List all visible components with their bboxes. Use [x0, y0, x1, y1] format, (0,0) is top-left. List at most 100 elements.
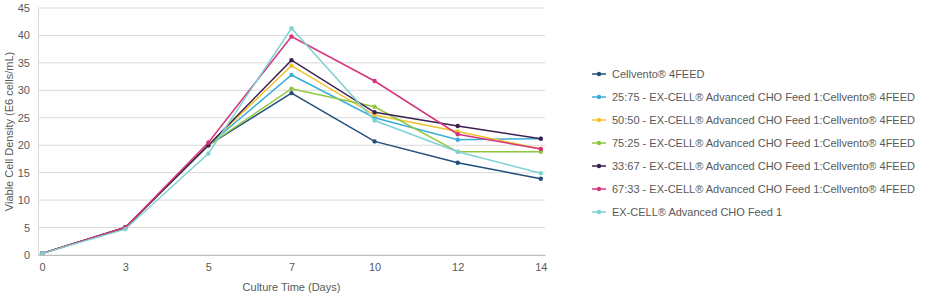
- legend-marker: [597, 210, 601, 214]
- x-tick: 7: [289, 255, 295, 273]
- y-tick: 15: [18, 167, 38, 179]
- y-tick: 0: [24, 249, 38, 261]
- series-marker: [372, 118, 376, 122]
- x-axis: 0 3 5 7 10 12 14: [39, 255, 548, 273]
- y-tick-label: 30: [18, 84, 30, 96]
- series-marker: [372, 105, 376, 109]
- series-line: [42, 37, 541, 254]
- series-marker: [289, 73, 293, 77]
- legend-item: 75:25 - EX-CELL® Advanced CHO Feed 1:Cel…: [592, 137, 915, 149]
- legend-marker: [597, 95, 601, 99]
- legend-marker: [597, 141, 601, 145]
- series-marker: [40, 251, 44, 255]
- series-line: [42, 93, 541, 253]
- x-tick: 3: [123, 255, 129, 273]
- series-marker: [372, 139, 376, 143]
- legend-label: 50:50 - EX-CELL® Advanced CHO Feed 1:Cel…: [612, 114, 915, 126]
- series-marker: [40, 251, 44, 255]
- grid-line: [38, 227, 545, 228]
- x-tick-label: 12: [452, 261, 464, 273]
- y-tick: 10: [18, 194, 38, 206]
- series-marker: [40, 251, 44, 255]
- y-tick: 35: [18, 57, 38, 69]
- series-line: [42, 28, 541, 253]
- series-marker: [289, 26, 293, 30]
- grid-line: [38, 172, 545, 173]
- x-tick-label: 14: [535, 261, 547, 273]
- y-axis: 0 5 10 15 20 25 30 35 40 45: [18, 2, 39, 261]
- series-marker: [40, 251, 44, 255]
- y-tick-label: 15: [18, 167, 30, 179]
- x-axis-title: Culture Time (Days): [243, 281, 341, 293]
- x-tick-label: 3: [123, 261, 129, 273]
- legend-item: 50:50 - EX-CELL® Advanced CHO Feed 1:Cel…: [592, 114, 915, 126]
- y-tick-label: 40: [18, 29, 30, 41]
- y-tick-label: 10: [18, 194, 30, 206]
- grid-line: [38, 200, 545, 201]
- series-marker: [289, 91, 293, 95]
- y-tick-label: 35: [18, 57, 30, 69]
- series-marker: [456, 150, 460, 154]
- grid-line: [38, 8, 545, 9]
- series-marker: [289, 34, 293, 38]
- chart: 0510152025303540450357101214Culture Time…: [0, 0, 950, 303]
- series-marker: [372, 79, 376, 83]
- legend-marker: [597, 164, 601, 168]
- y-tick: 25: [18, 112, 38, 124]
- legend-item: Cellvento® 4FEED: [592, 68, 705, 80]
- grid-line: [38, 62, 545, 63]
- y-axis-line: [38, 9, 39, 256]
- series-marker: [539, 177, 543, 181]
- grid-line: [38, 255, 545, 256]
- x-tick-label: 7: [289, 261, 295, 273]
- series-marker: [456, 132, 460, 136]
- series-line: [42, 60, 541, 253]
- plot-area: 0510152025303540450357101214: [18, 2, 548, 273]
- series-marker: [40, 251, 44, 255]
- grid-line: [38, 117, 545, 118]
- series-marker: [456, 150, 460, 154]
- legend-label: EX-CELL® Advanced CHO Feed 1: [612, 206, 782, 218]
- y-tick: 5: [24, 222, 38, 234]
- grid-line: [38, 145, 545, 146]
- y-tick: 45: [18, 2, 38, 14]
- series-marker: [456, 124, 460, 128]
- legend-label: 33:67 - EX-CELL® Advanced CHO Feed 1:Cel…: [612, 160, 915, 172]
- legend-label: Cellvento® 4FEED: [612, 68, 705, 80]
- series-line: [42, 89, 541, 254]
- legend-label: 75:25 - EX-CELL® Advanced CHO Feed 1:Cel…: [612, 137, 915, 149]
- y-axis-title: Viable Cell Density (E6 cells/mL): [3, 52, 15, 211]
- legend-label: 25:75 - EX-CELL® Advanced CHO Feed 1:Cel…: [612, 91, 915, 103]
- series-line: [42, 66, 541, 254]
- legend-item: 33:67 - EX-CELL® Advanced CHO Feed 1:Cel…: [592, 160, 915, 172]
- y-tick-label: 25: [18, 112, 30, 124]
- series-line: [42, 75, 541, 253]
- series-marker: [456, 138, 460, 142]
- grid: [38, 8, 545, 255]
- series-marker: [539, 136, 543, 140]
- x-tick: 5: [206, 255, 212, 273]
- x-tick: 10: [369, 255, 381, 273]
- legend-marker: [597, 118, 601, 122]
- series-marker: [40, 251, 44, 255]
- x-tick: 0: [40, 255, 46, 273]
- series-marker: [539, 147, 543, 151]
- x-tick: 14: [535, 255, 547, 273]
- x-tick: 12: [452, 255, 464, 273]
- x-tick-label: 0: [40, 261, 46, 273]
- legend: Cellvento® 4FEED 25:75 - EX-CELL® Advance…: [592, 68, 915, 218]
- x-tick-label: 5: [206, 261, 212, 273]
- y-tick-label: 45: [18, 2, 30, 14]
- series-marker: [456, 161, 460, 165]
- legend-item: 25:75 - EX-CELL® Advanced CHO Feed 1:Cel…: [592, 91, 915, 103]
- series-marker: [289, 86, 293, 90]
- series-marker: [206, 140, 210, 144]
- series-marker: [40, 251, 44, 255]
- y-tick-label: 0: [24, 249, 30, 261]
- legend-marker: [597, 187, 601, 191]
- y-tick: 40: [18, 29, 38, 41]
- series-marker: [539, 171, 543, 175]
- y-tick-label: 5: [24, 222, 30, 234]
- series-marker: [289, 63, 293, 67]
- y-tick: 20: [18, 139, 38, 151]
